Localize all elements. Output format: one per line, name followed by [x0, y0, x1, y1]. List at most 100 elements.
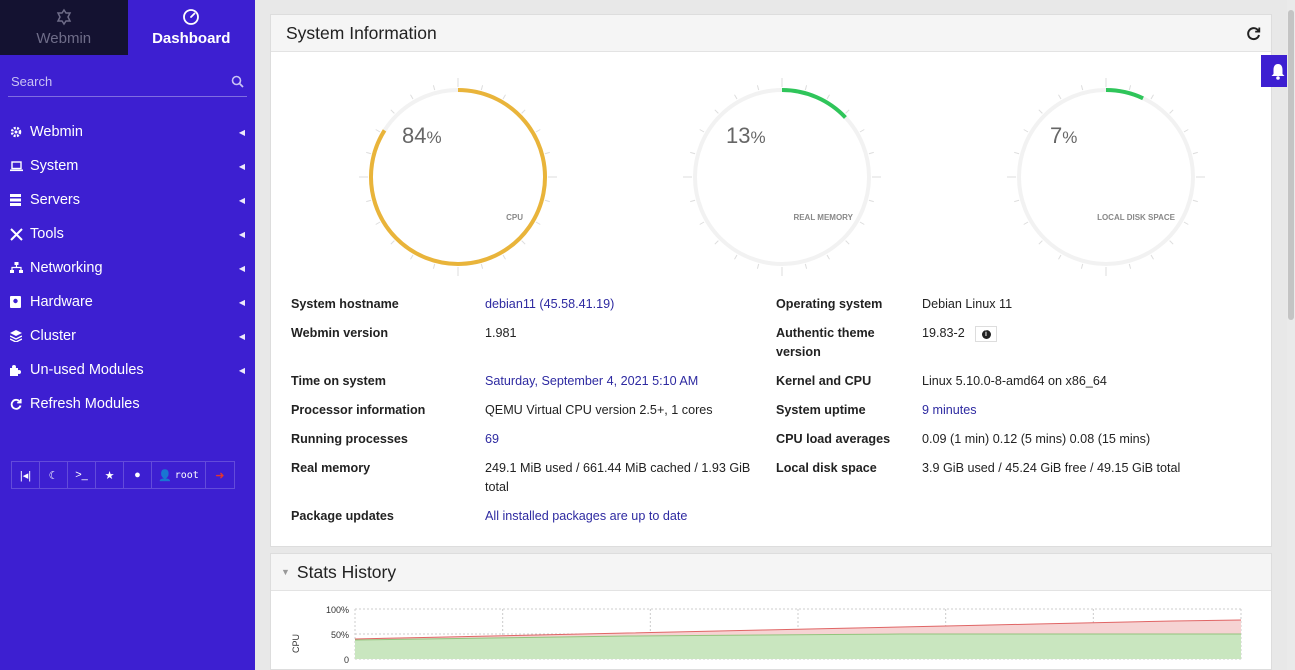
gauge-tick — [544, 151, 550, 155]
sidebar: Webmin Dashboard Search Webmin ◀ System … — [0, 0, 255, 670]
gauge-tick — [480, 263, 484, 269]
sidebar-item-label: Refresh Modules — [30, 396, 140, 412]
series-line — [354, 633, 1241, 641]
search-icon[interactable] — [231, 75, 244, 88]
gauge-tick — [699, 221, 705, 225]
night-mode-button[interactable]: ☾ — [40, 462, 68, 488]
gauge-tick — [1192, 151, 1198, 155]
sidebar-item-label: Cluster — [30, 328, 76, 344]
info-value: 3.9 GiB used / 45.24 GiB free / 49.15 Gi… — [922, 461, 1181, 475]
sidebar-item-cluster[interactable]: Cluster ◀ — [0, 319, 255, 353]
sidebar-item-label: Webmin — [30, 124, 83, 140]
sidebar-item-system[interactable]: System ◀ — [0, 149, 255, 183]
info-value-link[interactable]: debian11 (45.58.41.19) — [485, 297, 615, 311]
gauge-number: 13 — [726, 123, 751, 148]
laptop-icon — [10, 160, 30, 172]
tools-icon — [10, 227, 30, 241]
gauge-tick — [375, 221, 381, 225]
gauge-tick — [521, 240, 526, 245]
caret-left-icon: ◀ — [238, 331, 245, 341]
search-input[interactable]: Search — [8, 67, 247, 97]
info-value-link[interactable]: Saturday, September 4, 2021 5:10 AM — [485, 374, 699, 388]
info-key: Real memory — [291, 461, 371, 475]
gauge-value: 7% — [1050, 123, 1077, 149]
panel-header[interactable]: ▼ Stats History — [271, 554, 1271, 591]
caret-left-icon: ◀ — [238, 297, 245, 307]
info-value-link[interactable]: 9 minutes — [922, 403, 977, 417]
webmin-logo-icon — [56, 8, 71, 26]
toggle-sidebar-button[interactable]: |◂| — [12, 462, 40, 488]
gauge-tick — [756, 85, 760, 91]
gauge-label: REAL MEMORY — [793, 213, 853, 222]
gauge-tick — [1058, 94, 1062, 100]
gauge-tick — [535, 129, 541, 133]
gauge-tick — [826, 254, 830, 260]
tab-webmin[interactable]: Webmin — [0, 0, 128, 55]
server-icon — [10, 194, 30, 206]
logout-button[interactable]: ➜ — [205, 462, 234, 488]
info-circle-icon[interactable]: i — [975, 326, 997, 342]
info-key: Running processes — [291, 432, 408, 446]
sidebar-menu: Webmin ◀ System ◀ Servers ◀ Tools ◀ Netw… — [0, 115, 255, 421]
tab-dashboard[interactable]: Dashboard — [127, 0, 255, 55]
caret-left-icon: ◀ — [238, 161, 245, 171]
caret-down-icon: ▼ — [281, 567, 290, 577]
caret-left-icon: ◀ — [238, 127, 245, 137]
gauge-tick — [826, 94, 830, 100]
caret-left-icon: ◀ — [238, 263, 245, 273]
sidebar-item-servers[interactable]: Servers ◀ — [0, 183, 255, 217]
info-key: System hostname — [291, 297, 399, 311]
stats-history-panel: ▼ Stats History CPU 100% 50% 0 — [270, 553, 1272, 670]
gauge-label: CPU — [506, 213, 523, 222]
gauge-tick — [1183, 221, 1189, 225]
stats-title: Stats History — [296, 561, 397, 582]
terminal-button[interactable]: >_ — [68, 462, 96, 488]
scrollbar-thumb[interactable] — [1288, 10, 1294, 320]
refresh-icon — [10, 398, 30, 410]
info-value: Linux 5.10.0-8-amd64 on x86_64 — [922, 374, 1107, 388]
gauge-tick — [1150, 94, 1154, 100]
gauge-real-memory: 13% REAL MEMORY — [682, 77, 882, 277]
y-axis-label: CPU — [291, 634, 301, 653]
info-key: Local disk space — [776, 461, 877, 475]
caret-left-icon: ◀ — [238, 195, 245, 205]
gauge-tick — [1128, 85, 1132, 91]
sidebar-item-hardware[interactable]: Hardware ◀ — [0, 285, 255, 319]
sidebar-item-refresh-modules[interactable]: Refresh Modules — [0, 387, 255, 421]
gauge-track — [1017, 88, 1195, 266]
caret-left-icon: ◀ — [238, 365, 245, 375]
info-value-link[interactable]: All installed packages are up to date — [485, 509, 688, 523]
gauge-unit: % — [1062, 128, 1078, 147]
theme-button[interactable]: ● — [124, 462, 152, 488]
info-value: QEMU Virtual CPU version 2.5+, 1 cores — [485, 403, 713, 417]
gauge-tick — [804, 85, 808, 91]
gauge-tick — [375, 129, 381, 133]
user-button[interactable]: 👤 root — [152, 462, 206, 488]
gauge-tick — [1014, 151, 1020, 155]
gauge-label: LOCAL DISK SPACE — [1097, 213, 1175, 222]
gauge-arc — [1105, 88, 1144, 101]
gauge-tick — [859, 129, 865, 133]
info-value-link[interactable]: 69 — [485, 432, 500, 446]
panel-title: System Information — [286, 22, 437, 43]
favorites-button[interactable]: ★ — [96, 462, 124, 488]
panel-header: System Information — [271, 15, 1271, 52]
info-key: System uptime — [776, 403, 866, 417]
sidebar-item-label: System — [30, 158, 79, 174]
gauge-dial — [1007, 78, 1205, 276]
sidebar-toolbar: |◂| ☾ >_ ★ ● 👤 root ➜ — [11, 461, 235, 489]
system-information-panel: System Information 84% CPU 13% REAL MEMO… — [270, 14, 1272, 547]
sidebar-item-unused-modules[interactable]: Un-used Modules ◀ — [0, 353, 255, 387]
sidebar-item-tools[interactable]: Tools ◀ — [0, 217, 255, 251]
gauge-tick — [410, 94, 414, 100]
sidebar-item-webmin[interactable]: Webmin ◀ — [0, 115, 255, 149]
refresh-icon[interactable] — [1246, 26, 1261, 41]
gauge-tick — [734, 254, 738, 260]
page-scrollbar[interactable] — [1287, 0, 1295, 670]
sidebar-item-networking[interactable]: Networking ◀ — [0, 251, 255, 285]
sidebar-item-label: Networking — [30, 260, 103, 276]
chart-series — [354, 619, 1242, 659]
network-icon — [10, 262, 30, 274]
terminal-icon: >_ — [75, 469, 88, 481]
caret-left-icon: ◀ — [238, 229, 245, 239]
